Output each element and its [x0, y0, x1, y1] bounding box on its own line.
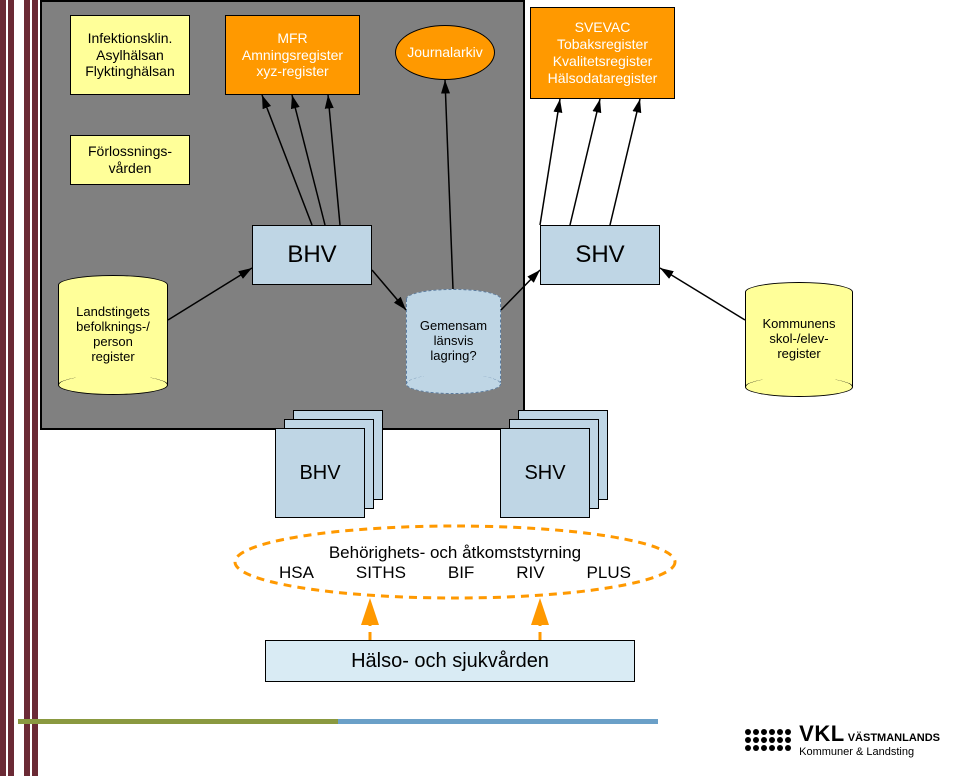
- infekt-line-2: Asylhälsan: [96, 47, 164, 64]
- access-bif: BIF: [448, 563, 474, 583]
- infekt-line-1: Infektionsklin.: [88, 30, 173, 47]
- infekt-line-3: Flyktinghälsan: [85, 63, 175, 80]
- mfr-line-1: MFR: [277, 30, 307, 47]
- kom-l3: register: [777, 347, 820, 362]
- kom-l2: skol-/elev-: [769, 332, 828, 347]
- cylinder-kommunens: Kommunens skol-/elev- register: [745, 282, 853, 397]
- bar-3: [16, 0, 22, 776]
- stack-bhv: BHV: [275, 410, 395, 520]
- vkl-logo: VKL VÄSTMANLANDS Kommuner & Landsting: [745, 722, 940, 758]
- halso-label: Hälso- och sjukvården: [351, 649, 549, 673]
- shv-top-label: SHV: [575, 241, 624, 270]
- bar-2: [8, 0, 14, 776]
- landsting-l3: person: [93, 335, 133, 350]
- stack-shv-front: SHV: [500, 428, 590, 518]
- box-bhv-top: BHV: [252, 225, 372, 285]
- access-riv: RIV: [516, 563, 544, 583]
- footer-color-bar: [18, 719, 658, 724]
- footer-bar-1: [18, 719, 338, 724]
- landsting-l1: Landstingets: [76, 305, 150, 320]
- forloss-line-2: vården: [109, 160, 152, 177]
- journal-label: Journalarkiv: [407, 44, 482, 61]
- access-siths: SITHS: [356, 563, 406, 583]
- left-color-bars: [0, 0, 40, 776]
- cylinder-gemensam: Gemensam länsvis lagring?: [406, 289, 501, 394]
- bar-1: [0, 0, 6, 776]
- logo-big: VKL: [799, 721, 845, 746]
- svevac-line-3: Kvalitetsregister: [553, 53, 653, 70]
- stack-shv: SHV: [500, 410, 620, 520]
- svevac-line-2: Tobaksregister: [557, 36, 648, 53]
- box-shv-top: SHV: [540, 225, 660, 285]
- box-mfr: MFR Amningsregister xyz-register: [225, 15, 360, 95]
- gem-l3: lagring?: [430, 349, 476, 364]
- forloss-line-1: Förlossnings-: [88, 143, 172, 160]
- access-title: Behörighets- och åtkomststyrning: [240, 543, 670, 563]
- access-control-block: Behörighets- och åtkomststyrning HSA SIT…: [240, 543, 670, 583]
- logo-icon: [745, 729, 791, 751]
- landsting-l2: befolknings-/: [76, 320, 150, 335]
- bar-4: [24, 0, 30, 776]
- logo-text: VKL VÄSTMANLANDS Kommuner & Landsting: [799, 722, 940, 758]
- logo-sub1: VÄSTMANLANDS: [848, 732, 940, 744]
- mfr-line-2: Amningsregister: [242, 47, 343, 64]
- gem-l1: Gemensam: [420, 319, 487, 334]
- bar-5: [32, 0, 38, 776]
- box-svevac: SVEVAC Tobaksregister Kvalitetsregister …: [530, 7, 675, 99]
- box-forlossningsvarden: Förlossnings- vården: [70, 135, 190, 185]
- access-plus: PLUS: [587, 563, 631, 583]
- cylinder-landstinget: Landstingets befolknings-/ person regist…: [58, 275, 168, 395]
- gem-l2: länsvis: [434, 334, 474, 349]
- svevac-line-1: SVEVAC: [575, 19, 631, 36]
- svevac-line-4: Hälsodataregister: [548, 70, 658, 87]
- box-infektionsklin: Infektionsklin. Asylhälsan Flyktinghälsa…: [70, 15, 190, 95]
- stack-shv-label: SHV: [524, 462, 565, 485]
- oval-journalarkiv: Journalarkiv: [395, 25, 495, 80]
- bhv-top-label: BHV: [287, 241, 336, 270]
- diagram-area: Infektionsklin. Asylhälsan Flyktinghälsa…: [40, 0, 940, 776]
- stack-bhv-label: BHV: [299, 462, 340, 485]
- access-hsa: HSA: [279, 563, 314, 583]
- stack-bhv-front: BHV: [275, 428, 365, 518]
- box-halso-sjukvard: Hälso- och sjukvården: [265, 640, 635, 682]
- kom-l1: Kommunens: [763, 317, 836, 332]
- landsting-l4: register: [91, 350, 134, 365]
- footer-bar-2: [338, 719, 658, 724]
- mfr-line-3: xyz-register: [256, 63, 328, 80]
- logo-sub2: Kommuner & Landsting: [799, 746, 940, 758]
